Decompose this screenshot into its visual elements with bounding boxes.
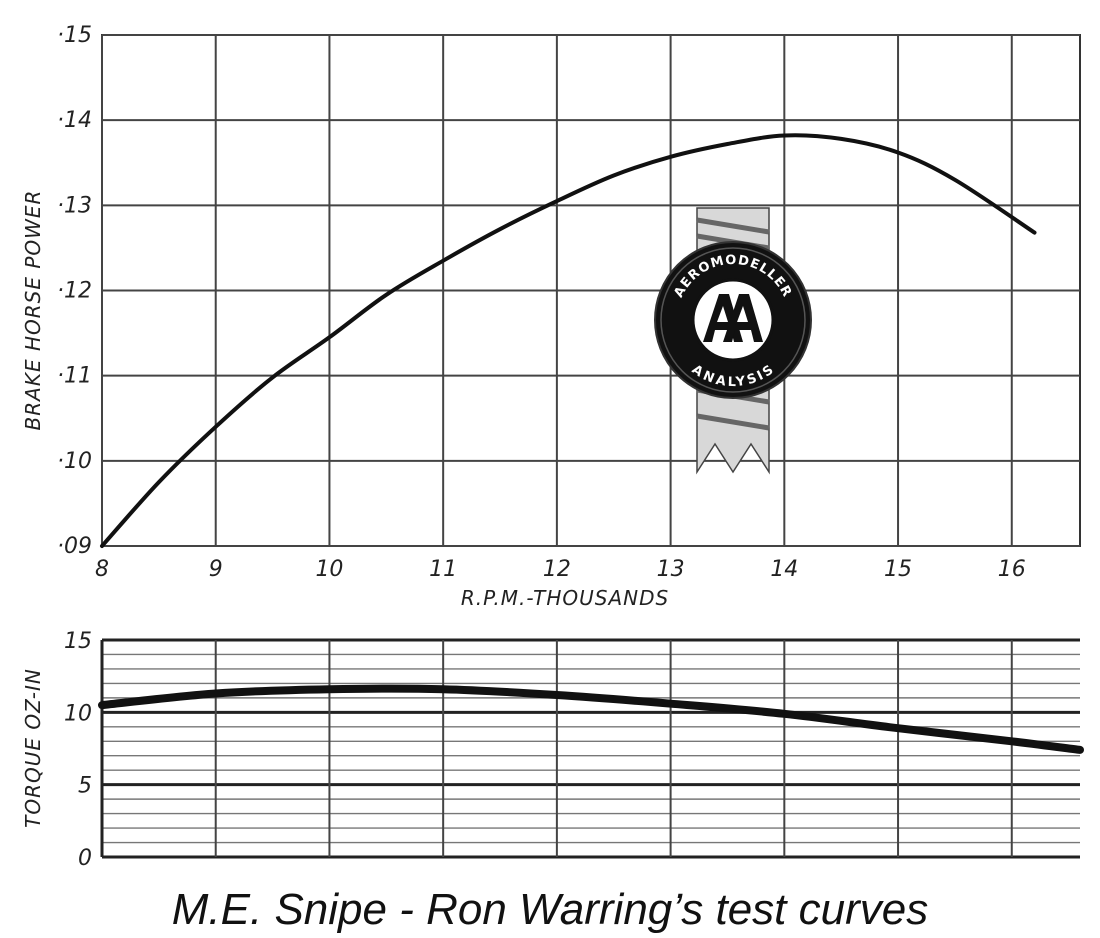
torque-y-tick-label: 5: [78, 774, 92, 799]
bhp-y-axis-title: BRAKE HORSE POWER: [21, 190, 45, 431]
bhp-x-tick-label: 12: [543, 557, 571, 582]
torque-y-tick-label: 0: [78, 846, 92, 871]
bhp-x-tick-label: 10: [315, 557, 343, 582]
bhp-y-tick-label: ·11: [57, 364, 92, 389]
figure-caption: M.E. Snipe - Ron Warring’s test curves: [172, 885, 928, 934]
bhp-x-tick-label: 15: [884, 557, 912, 582]
bhp-x-tick-label: 16: [998, 557, 1026, 582]
aeromodeller-analysis-seal-logo: AEROMODELLER ANALYSIS: [654, 207, 812, 475]
torque-series-line: [98, 684, 1084, 754]
bhp-tick-labels: ·09 ·10 ·11 ·12 ·13 ·14 ·15 8 9 10 11 12 13 14 15 16: [57, 23, 1026, 582]
bhp-y-tick-label: ·14: [57, 108, 92, 133]
bhp-y-tick-label: ·10: [57, 449, 92, 474]
bhp-x-tick-label: 14: [770, 557, 798, 582]
torque-chart: 0 5 10 15 TORQUE OZ-IN: [21, 629, 1084, 871]
bhp-y-tick-label: ·09: [57, 534, 92, 559]
torque-y-tick-label: 10: [64, 701, 92, 726]
torque-grid: [100, 638, 1080, 859]
bhp-y-tick-label: ·12: [57, 279, 92, 304]
bhp-x-tick-label: 8: [95, 557, 109, 582]
bhp-series-line: [100, 133, 1037, 548]
bhp-y-tick-label: ·15: [57, 23, 92, 48]
bhp-x-tick-label: 13: [657, 557, 685, 582]
torque-y-axis-title: TORQUE OZ-IN: [21, 668, 45, 828]
bhp-y-tick-label: ·13: [57, 193, 92, 218]
bhp-x-tick-label: 9: [209, 557, 223, 582]
torque-y-tick-label: 15: [64, 629, 92, 654]
torque-tick-labels: 0 5 10 15: [64, 629, 92, 871]
bhp-x-axis-title: R.P.M.-THOUSANDS: [461, 586, 669, 610]
bhp-x-tick-label: 11: [429, 557, 457, 582]
bhp-grid: [101, 34, 1081, 547]
bhp-chart: ·09 ·10 ·11 ·12 ·13 ·14 ·15 8 9 10 11 12 13 14 15 16 AE…: [21, 23, 1081, 610]
